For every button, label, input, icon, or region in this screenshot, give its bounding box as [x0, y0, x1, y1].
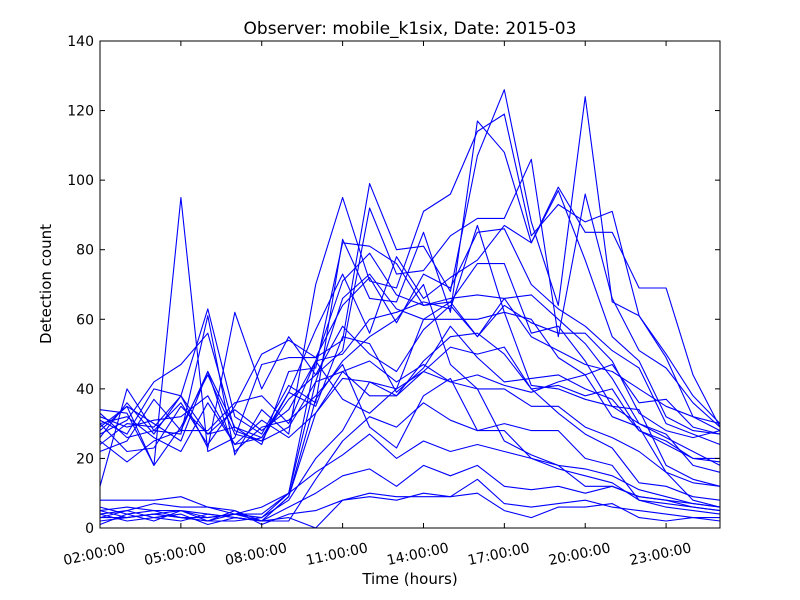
- plot-frame: [99, 40, 721, 529]
- series-lines: [99, 89, 721, 529]
- y-tick-label: 80: [76, 243, 94, 259]
- series-line-18: [99, 492, 720, 529]
- series-line-13: [99, 370, 721, 522]
- y-tick-label: 140: [67, 34, 94, 50]
- series-line-7: [99, 242, 721, 466]
- series-line-4: [99, 158, 721, 449]
- y-tick-label: 0: [85, 521, 94, 537]
- series-line-23: [99, 325, 720, 459]
- series-line-24: [99, 304, 721, 446]
- y-tick-label: 120: [67, 104, 94, 120]
- series-line-5: [99, 190, 721, 442]
- x-axis-label: Time (hours): [361, 570, 457, 588]
- series-line-3: [99, 113, 721, 456]
- y-axis-ticks: 0 20 40 60 80 100 120 140: [67, 34, 720, 537]
- y-tick-label: 60: [76, 312, 94, 328]
- series-line-12: [100, 332, 721, 522]
- series-line-1: [99, 89, 721, 466]
- series-line-10: [99, 273, 721, 519]
- y-tick-label: 100: [67, 173, 94, 189]
- y-axis-label: Detection count: [37, 224, 55, 344]
- series-line-8: [99, 252, 721, 487]
- series-line-6: [99, 228, 721, 487]
- series-line-9: [100, 224, 721, 515]
- series-line-2: [99, 120, 721, 435]
- series-line-20: [99, 363, 721, 508]
- series-line-11: [99, 283, 721, 522]
- y-tick-label: 20: [76, 451, 94, 467]
- series-line-22: [99, 297, 721, 453]
- y-tick-label: 40: [76, 382, 94, 398]
- series-line-15: [99, 433, 721, 522]
- chart-title: Observer: mobile_k1six, Date: 2015-03: [244, 19, 577, 39]
